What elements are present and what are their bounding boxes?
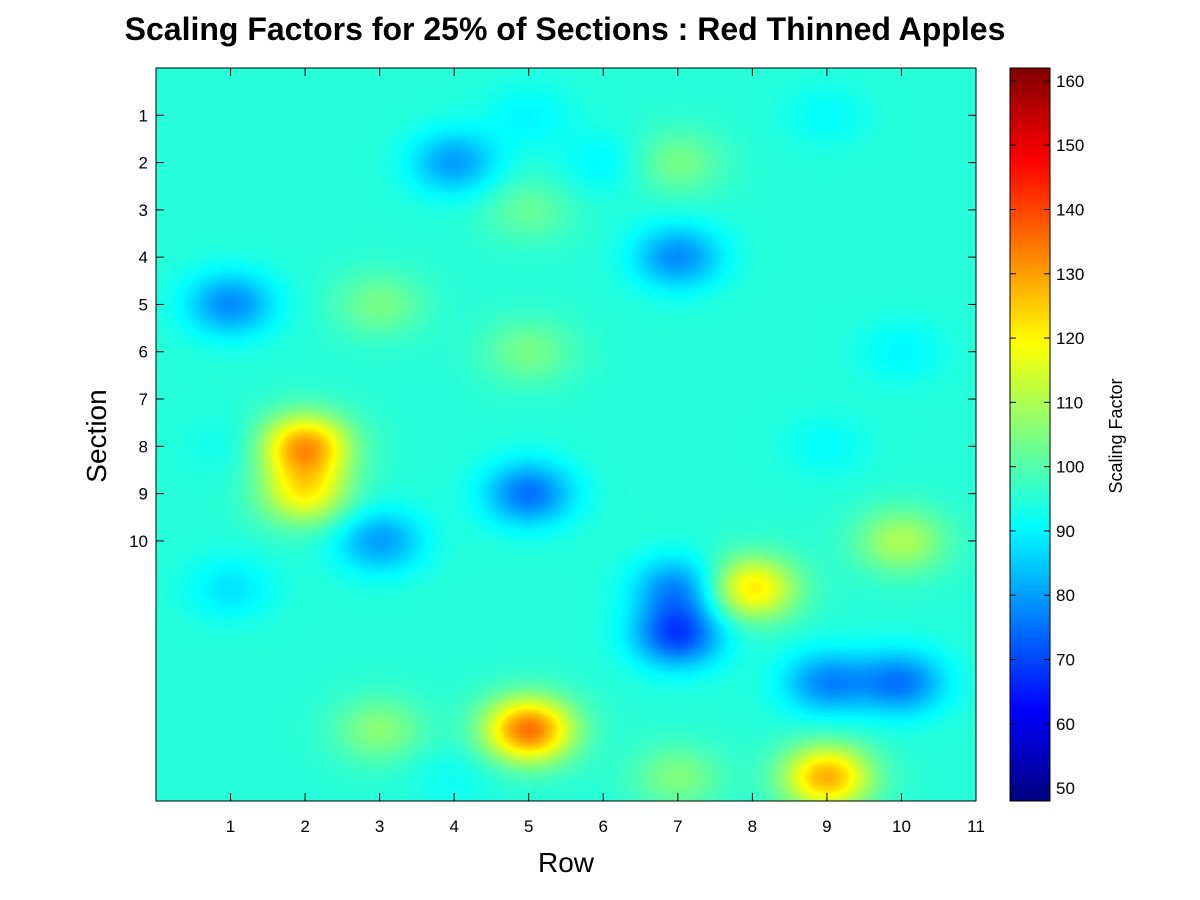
colorbar-tick-label: 150 bbox=[1056, 136, 1084, 155]
chart-title: Scaling Factors for 25% of Sections : Re… bbox=[125, 11, 1006, 47]
colorbar bbox=[1010, 68, 1050, 801]
x-tick-label: 7 bbox=[673, 817, 682, 836]
y-tick-label: 1 bbox=[139, 106, 148, 125]
y-tick-label: 6 bbox=[139, 343, 148, 362]
x-tick-label: 2 bbox=[300, 817, 309, 836]
y-tick-label: 10 bbox=[129, 532, 148, 551]
colorbar-tick-label: 120 bbox=[1056, 329, 1084, 348]
x-tick-label: 5 bbox=[524, 817, 533, 836]
y-tick-label: 9 bbox=[139, 485, 148, 504]
x-axis-label: Row bbox=[538, 847, 595, 878]
colorbar-tick-label: 110 bbox=[1056, 393, 1083, 412]
colorbar-label: Scaling Factor bbox=[1106, 378, 1126, 493]
colorbar-tick-label: 50 bbox=[1056, 779, 1075, 798]
x-tick-label: 4 bbox=[449, 817, 458, 836]
colorbar-tick-label: 160 bbox=[1056, 72, 1084, 91]
y-tick-label: 3 bbox=[139, 201, 148, 220]
colorbar-tick-label: 80 bbox=[1056, 586, 1075, 605]
colorbar-tick-label: 70 bbox=[1056, 651, 1075, 670]
colorbar-tick-label: 100 bbox=[1056, 458, 1084, 477]
x-tick-label: 9 bbox=[822, 817, 831, 836]
y-tick-label: 7 bbox=[139, 390, 148, 409]
x-tick-label: 3 bbox=[375, 817, 384, 836]
colorbar-tick-label: 60 bbox=[1056, 715, 1075, 734]
colorbar-ticks: 50 60 70 80 90 100 110 120 130 140 150 160 bbox=[1010, 72, 1084, 798]
y-axis-ticks: 1 2 3 4 5 6 7 8 9 10 bbox=[129, 106, 976, 551]
x-tick-label: 10 bbox=[892, 817, 911, 836]
colorbar-frame bbox=[1009, 67, 1051, 802]
colorbar-tick-label: 140 bbox=[1056, 200, 1084, 219]
x-axis-ticks: 1 2 3 4 5 6 7 8 9 10 11 bbox=[226, 68, 985, 836]
x-tick-label: 6 bbox=[599, 817, 608, 836]
x-tick-label: 1 bbox=[226, 817, 235, 836]
y-tick-label: 5 bbox=[139, 295, 148, 314]
x-tick-label: 11 bbox=[967, 817, 985, 836]
plot-frame bbox=[155, 67, 977, 802]
y-tick-label: 8 bbox=[139, 437, 148, 456]
heatmap-plot-area bbox=[156, 68, 976, 801]
y-tick-label: 2 bbox=[139, 154, 148, 173]
y-tick-label: 4 bbox=[139, 248, 148, 267]
colorbar-tick-label: 90 bbox=[1056, 522, 1075, 541]
colorbar-tick-label: 130 bbox=[1056, 265, 1084, 284]
x-tick-label: 8 bbox=[748, 817, 757, 836]
y-axis-label: Section bbox=[81, 389, 112, 482]
